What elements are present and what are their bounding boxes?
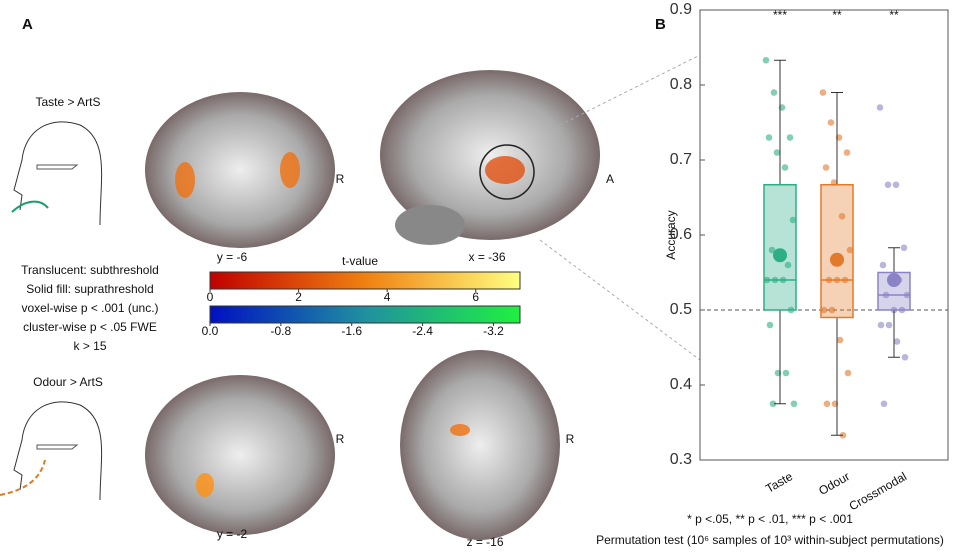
significance: ** <box>832 8 842 22</box>
mean <box>887 273 901 287</box>
panel-label: B <box>655 16 666 33</box>
legend-text: Translucent: subthreshold <box>21 263 159 277</box>
data-point <box>762 56 770 64</box>
colorbar-tick-label: 0.0 <box>202 324 219 338</box>
data-point <box>770 89 778 96</box>
significance: *** <box>773 8 787 22</box>
y-tick-label: 0.7 <box>670 151 692 168</box>
legend-text: cluster-wise p < .05 FWE <box>23 320 157 334</box>
mean <box>773 248 787 263</box>
data-point <box>846 246 854 254</box>
y-axis-label: Accuracy <box>664 210 678 259</box>
data-point <box>789 216 797 224</box>
data-point <box>843 149 851 156</box>
data-point <box>877 321 885 329</box>
colorbar-tick-label: 6 <box>472 290 479 304</box>
footnote: Permutation test (10⁶ samples of 10³ wit… <box>596 533 944 547</box>
colorbar-tick-label: -0.8 <box>271 324 292 338</box>
data-point <box>819 89 827 96</box>
orientation-label: R <box>566 432 575 446</box>
data-point <box>765 134 773 141</box>
colorbar-title: t-value <box>342 254 378 268</box>
y-tick-label: 0.6 <box>670 226 692 243</box>
colorbar-tick-label: -1.6 <box>341 324 362 338</box>
head-drawings <box>0 121 103 501</box>
data-point <box>901 353 909 361</box>
data-point <box>786 134 794 141</box>
contrast-label: Odour > ArtS <box>33 375 103 389</box>
data-point <box>879 261 887 269</box>
y-tick-label: 0.8 <box>670 76 692 93</box>
significance: ** <box>889 8 899 22</box>
data-point <box>828 306 836 314</box>
slice-label: y = -2 <box>217 527 248 541</box>
data-point <box>768 246 776 254</box>
colorbar-tick-label: -3.2 <box>483 324 504 338</box>
data-point <box>893 338 901 345</box>
x-tick-label: Taste <box>763 469 795 496</box>
data-point <box>823 400 831 408</box>
contrast-label: Taste > ArtS <box>35 95 100 109</box>
data-point <box>892 181 900 189</box>
slice-label: x = -36 <box>468 250 505 264</box>
mean <box>830 252 844 267</box>
box <box>763 184 797 311</box>
data-point <box>900 244 908 252</box>
data-point <box>880 400 888 408</box>
data-point <box>790 400 798 408</box>
y-tick-label: 0.9 <box>670 1 692 18</box>
data-point <box>876 104 884 111</box>
orientation-label: R <box>336 432 345 446</box>
data-point <box>827 119 835 126</box>
data-point <box>836 336 844 344</box>
x-tick-label: Odour <box>816 469 852 498</box>
colorbar-tick-label: 0 <box>207 290 214 304</box>
legend-text: voxel-wise p < .001 (unc.) <box>21 301 158 315</box>
slice-label: y = -6 <box>217 250 248 264</box>
data-point <box>885 321 893 329</box>
panel-label: A <box>22 16 33 33</box>
legend-text: k > 15 <box>73 339 106 353</box>
footnote: * p <.05, ** p < .01, *** p < .001 <box>687 512 853 526</box>
data-point <box>769 400 777 408</box>
colorbar-tick-label: 2 <box>295 290 302 304</box>
y-tick-label: 0.5 <box>670 301 692 318</box>
data-point <box>784 261 792 269</box>
brain-images <box>145 70 600 540</box>
slice-label: z = -16 <box>466 535 503 549</box>
zoom-lines <box>539 54 701 361</box>
y-tick-label: 0.4 <box>670 376 692 393</box>
data-point <box>844 369 852 377</box>
data-point <box>782 369 790 377</box>
data-point <box>822 164 830 171</box>
legend-text: Solid fill: suprathreshold <box>26 282 153 296</box>
x-tick-label: Crossmodal <box>847 469 909 513</box>
data-point <box>838 212 846 220</box>
colorbar-tick-label: 4 <box>384 290 391 304</box>
colorbar <box>209 305 521 324</box>
colorbar <box>209 271 521 290</box>
box <box>820 184 854 319</box>
colorbar-tick-label: -2.4 <box>412 324 433 338</box>
data-point <box>773 149 781 156</box>
data-point <box>884 181 892 189</box>
orientation-label: A <box>606 172 614 186</box>
orientation-label: R <box>336 172 345 186</box>
y-tick-label: 0.3 <box>670 451 692 468</box>
data-point <box>766 321 774 329</box>
data-point <box>781 164 789 171</box>
data-point <box>820 306 828 314</box>
